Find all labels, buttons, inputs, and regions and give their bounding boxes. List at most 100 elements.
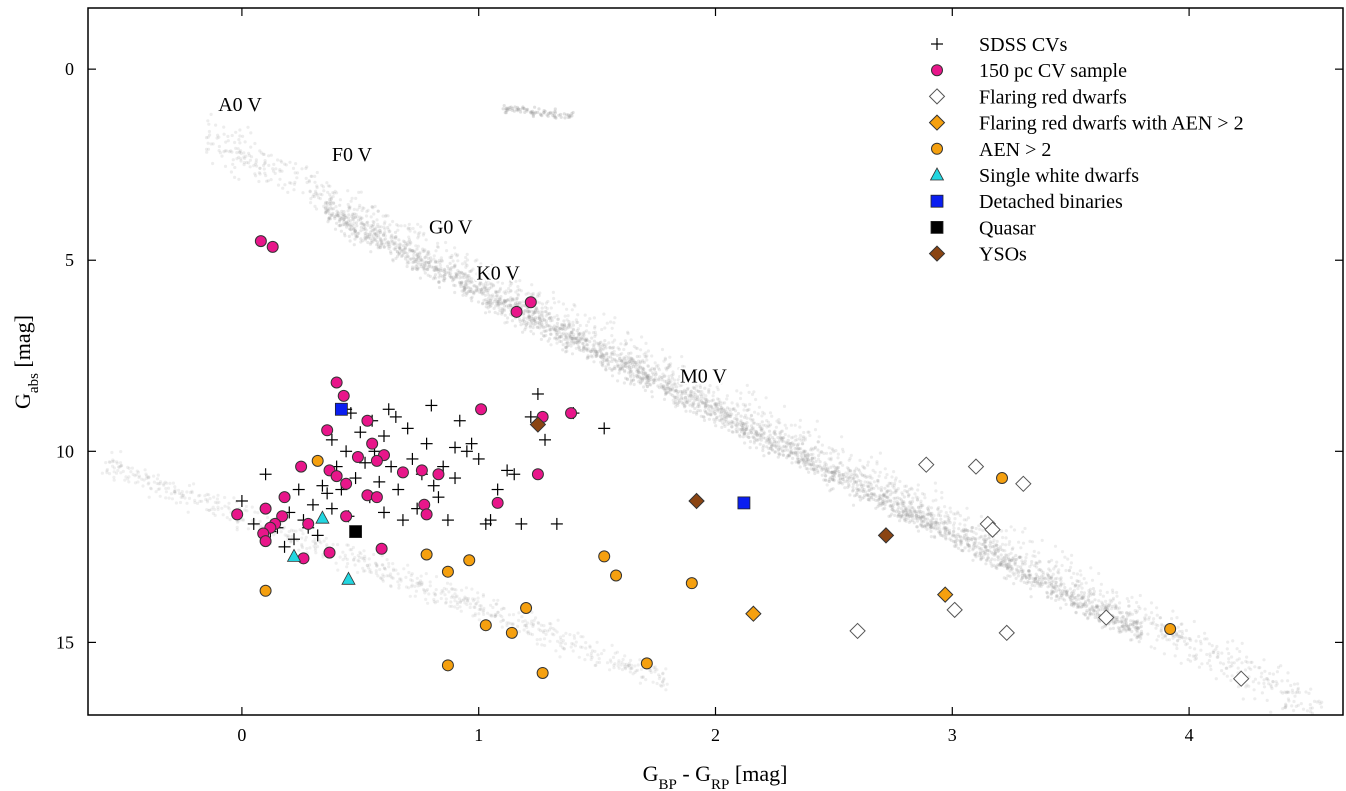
background-star bbox=[773, 444, 777, 448]
background-star bbox=[452, 587, 456, 592]
background-star bbox=[1193, 654, 1197, 658]
background-star bbox=[638, 354, 642, 359]
background-star bbox=[691, 385, 696, 389]
background-star bbox=[372, 220, 376, 224]
background-star bbox=[358, 218, 362, 222]
background-star bbox=[478, 280, 482, 284]
background-star bbox=[836, 456, 840, 460]
background-star bbox=[758, 422, 762, 426]
background-star bbox=[1020, 576, 1025, 580]
background-star bbox=[631, 359, 635, 363]
background-star bbox=[999, 547, 1003, 552]
background-star bbox=[966, 529, 970, 533]
background-star bbox=[756, 412, 760, 416]
background-star bbox=[766, 435, 770, 439]
background-star bbox=[735, 402, 739, 406]
background-star bbox=[685, 401, 689, 405]
background-star bbox=[667, 365, 671, 369]
background-star bbox=[882, 493, 886, 498]
background-star bbox=[444, 600, 448, 604]
background-star bbox=[583, 330, 587, 334]
background-star bbox=[1077, 605, 1081, 609]
background-star bbox=[1008, 564, 1013, 568]
background-star bbox=[492, 299, 497, 303]
background-star bbox=[946, 529, 950, 533]
background-star bbox=[427, 252, 431, 256]
background-star bbox=[832, 450, 836, 454]
background-star bbox=[216, 493, 220, 497]
background-star bbox=[1054, 580, 1058, 585]
background-star bbox=[640, 378, 645, 382]
background-star bbox=[855, 475, 860, 479]
background-star bbox=[164, 490, 168, 494]
background-star bbox=[1072, 571, 1076, 576]
background-star bbox=[1010, 565, 1014, 569]
background-star bbox=[1279, 690, 1283, 694]
background-star bbox=[583, 313, 587, 317]
background-star bbox=[866, 480, 870, 484]
background-star bbox=[1130, 612, 1135, 616]
background-star bbox=[328, 202, 332, 206]
background-star bbox=[366, 240, 370, 245]
background-star bbox=[936, 507, 940, 511]
background-star bbox=[543, 309, 548, 314]
background-star bbox=[431, 277, 435, 281]
background-star bbox=[547, 312, 551, 316]
background-star bbox=[831, 474, 836, 478]
background-star bbox=[536, 110, 540, 114]
background-star bbox=[1154, 626, 1158, 630]
background-star bbox=[382, 566, 386, 571]
background-star bbox=[1045, 572, 1049, 576]
background-star bbox=[1275, 670, 1279, 674]
background-star bbox=[369, 233, 373, 237]
background-star bbox=[1104, 606, 1108, 610]
background-star bbox=[445, 249, 449, 253]
background-star bbox=[605, 661, 610, 665]
background-star bbox=[1053, 565, 1057, 569]
background-star bbox=[548, 324, 552, 328]
background-star bbox=[437, 267, 441, 271]
background-star bbox=[575, 329, 579, 333]
background-star bbox=[1097, 571, 1101, 576]
background-star bbox=[881, 501, 885, 505]
background-star bbox=[465, 258, 470, 262]
background-star bbox=[437, 280, 441, 284]
background-star bbox=[929, 513, 933, 517]
background-star bbox=[372, 237, 376, 241]
background-star bbox=[501, 618, 505, 622]
background-star bbox=[678, 384, 682, 388]
background-star bbox=[685, 387, 690, 391]
background-star bbox=[629, 360, 634, 364]
background-star bbox=[704, 394, 708, 398]
background-star bbox=[1216, 653, 1220, 657]
background-star bbox=[1284, 703, 1288, 708]
background-star bbox=[348, 207, 352, 211]
background-star bbox=[1010, 566, 1014, 571]
background-star bbox=[754, 397, 758, 402]
background-star bbox=[638, 681, 643, 685]
background-star bbox=[578, 323, 582, 328]
background-star bbox=[311, 194, 315, 199]
background-star bbox=[991, 540, 995, 545]
background-star bbox=[892, 470, 896, 474]
background-star bbox=[257, 171, 261, 175]
background-star bbox=[1098, 589, 1102, 593]
background-star bbox=[644, 341, 648, 345]
background-star bbox=[381, 233, 385, 237]
background-star bbox=[369, 230, 373, 234]
background-star bbox=[770, 414, 774, 418]
background-star bbox=[769, 423, 773, 427]
background-star bbox=[764, 396, 768, 400]
background-star bbox=[921, 520, 925, 524]
background-star bbox=[1009, 566, 1013, 570]
background-star bbox=[994, 542, 998, 547]
background-star bbox=[642, 385, 646, 389]
background-star bbox=[563, 328, 567, 332]
background-star bbox=[174, 501, 178, 505]
background-star bbox=[931, 499, 935, 503]
background-star bbox=[824, 463, 828, 467]
background-star bbox=[1035, 574, 1039, 578]
background-star bbox=[909, 519, 913, 523]
background-star bbox=[874, 484, 879, 488]
background-star bbox=[464, 262, 468, 266]
